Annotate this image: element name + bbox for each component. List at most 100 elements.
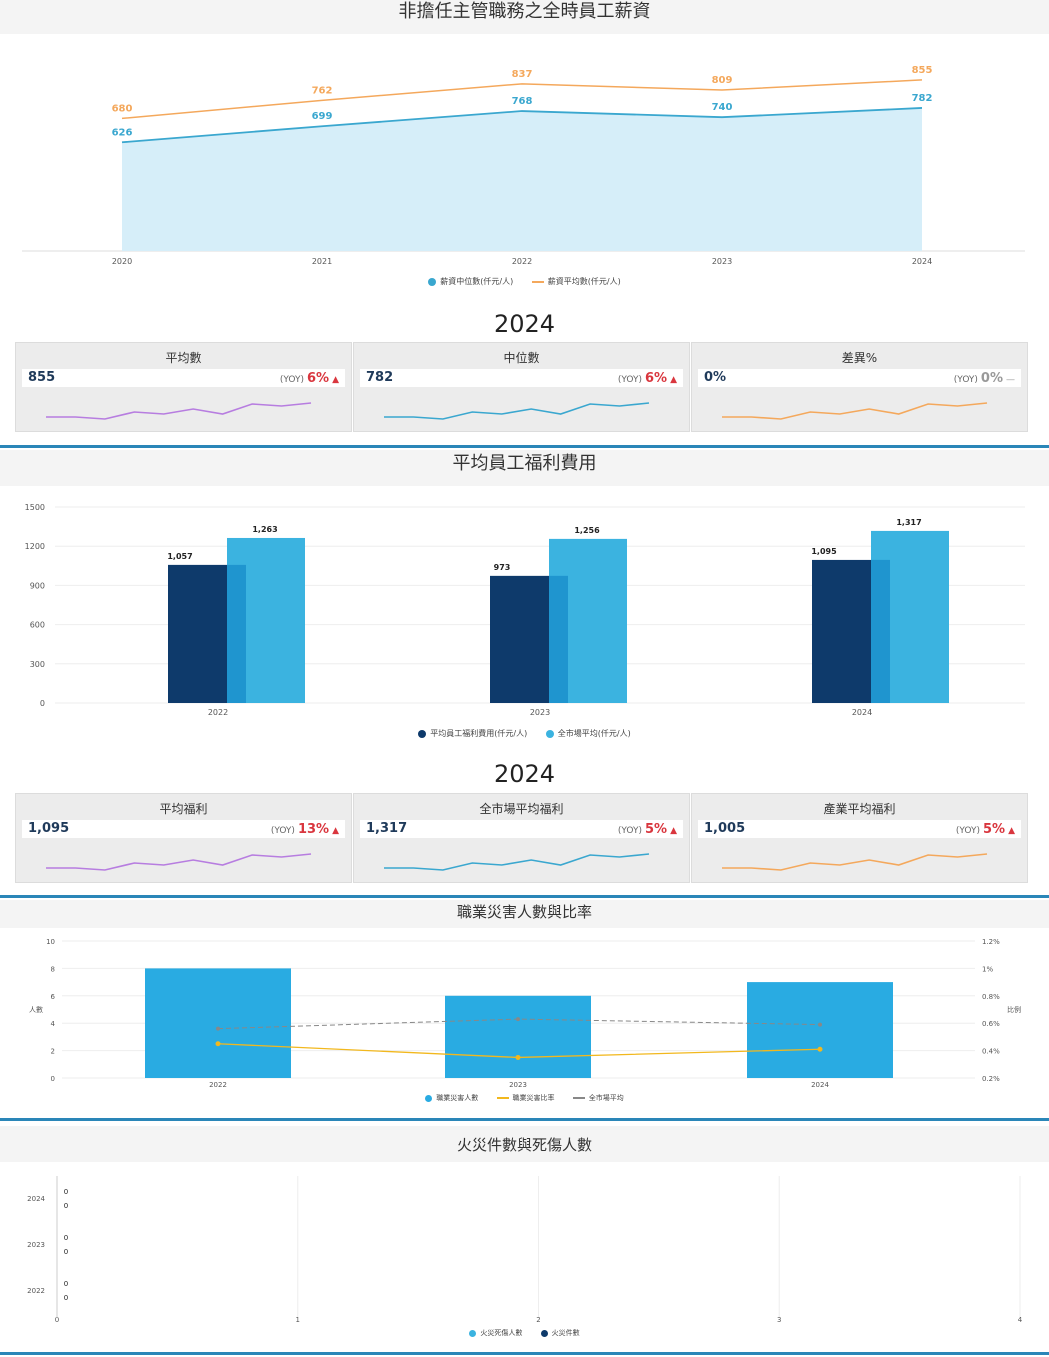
- x-tick-label: 2022: [209, 1081, 227, 1089]
- fire-bar-chart: 0 1 2 3 4 2024 0 0 2023 0 0 2022 0 0: [27, 1176, 1023, 1324]
- legend-fire-count[interactable]: 火災件數: [540, 1328, 580, 1338]
- y2-tick-label: 0.4%: [982, 1048, 1000, 1056]
- sparkline: [46, 402, 312, 420]
- x-tick-label: 2023: [712, 257, 732, 266]
- legend-injury-market[interactable]: 全市場平均: [572, 1093, 624, 1103]
- legend-injury-rate[interactable]: 職業災害比率: [496, 1093, 555, 1103]
- x-tick-label: 4: [1018, 1316, 1023, 1324]
- yoy-label: (YOY): [270, 826, 295, 836]
- welfare-bar-chart: 0 300 600 900 1200 1500 1,057 1,263 2022 973 1,256…: [25, 503, 1025, 717]
- x-tick-label: 2022: [208, 708, 228, 717]
- x-tick-label: 1: [296, 1316, 300, 1324]
- x-tick-label: 2023: [530, 708, 550, 717]
- salary-chart-title: 非擔任主管職務之全時員工薪資: [0, 0, 1049, 34]
- y2-tick-label: 1.2%: [982, 938, 1000, 946]
- legend-fire-casualties[interactable]: 火災死傷人數: [469, 1328, 522, 1338]
- legend-mean[interactable]: 薪資平均數(仟元/人): [531, 276, 621, 287]
- kpi-card-title: 產業平均福利: [823, 802, 896, 816]
- fire-casualties-label: 0: [64, 1234, 68, 1242]
- fire-chart-title: 火災件數與死傷人數: [0, 1126, 1049, 1162]
- x-tick-label: 2024: [852, 708, 872, 717]
- sparkline-path: [722, 853, 988, 871]
- section-divider: [0, 1352, 1049, 1355]
- legend-injury-count-label: 職業災害人數: [436, 1094, 479, 1102]
- welfare-data-label: 1,095: [811, 547, 837, 556]
- kpi-value-row: 1,005 (YOY) 5% ▲: [698, 820, 1021, 838]
- kpi-card: 平均福利 1,095 (YOY) 13% ▲: [15, 793, 352, 883]
- y-tick-label: 1500: [25, 503, 45, 512]
- mean-data-label: 680: [112, 103, 133, 114]
- up-triangle-icon: ▲: [1008, 826, 1015, 836]
- kpi-yoy: (YOY) 0% —: [954, 371, 1015, 386]
- kpi-card-title: 平均福利: [159, 802, 208, 816]
- market-rate-point: [216, 1026, 220, 1031]
- kpi-value: 855: [28, 370, 56, 385]
- y-tick-label: 300: [30, 660, 45, 669]
- yoy-percent: 5%: [983, 822, 1006, 837]
- market-rate-point: [516, 1017, 520, 1022]
- y2-tick-label: 0.8%: [982, 993, 1000, 1001]
- y2-tick-label: 0.2%: [982, 1075, 1000, 1083]
- kpi-card: 全市場平均福利 1,317 (YOY) 5% ▲: [353, 793, 690, 883]
- median-data-label: 699: [312, 111, 333, 122]
- y-tick-label: 6: [51, 993, 56, 1001]
- kpi-value-row: 0% (YOY) 0% —: [698, 369, 1021, 387]
- median-data-label: 740: [712, 102, 733, 113]
- kpi-value: 1,005: [704, 821, 746, 836]
- legend-mean-label: 薪資平均數(仟元/人): [547, 277, 621, 286]
- injury-combo-chart: 0 2 4 6 8 10 0.2% 0.4% 0.6% 0.8% 1% 1.2% 人數 比例 2022 202…: [29, 938, 1021, 1089]
- up-triangle-icon: ▲: [332, 826, 339, 836]
- x-tick-label: 0: [55, 1316, 59, 1324]
- injury-bar: [747, 982, 893, 1078]
- kpi-card: 差異% 0% (YOY) 0% —: [691, 342, 1028, 432]
- sparkline-path: [722, 402, 988, 420]
- y-tick-label: 900: [30, 581, 45, 590]
- kpi-card: 產業平均福利 1,005 (YOY) 5% ▲: [691, 793, 1028, 883]
- injury-chart-title: 職業災害人數與比率: [0, 900, 1049, 928]
- y-tick-label: 0: [40, 699, 45, 708]
- mean-data-label: 762: [312, 85, 333, 96]
- yoy-percent: 5%: [645, 822, 668, 837]
- kpi-value: 1,317: [366, 821, 408, 836]
- legend-median[interactable]: 薪資中位數(仟元/人): [428, 276, 513, 287]
- up-triangle-icon: ▲: [670, 826, 677, 836]
- market-data-label: 1,256: [574, 526, 600, 535]
- mean-line: [121, 79, 923, 120]
- kpi-yoy: (YOY) 13% ▲: [271, 822, 339, 837]
- legend-injury-count[interactable]: 職業災害人數: [425, 1093, 478, 1103]
- sparkline: [722, 853, 988, 871]
- legend-market-label: 全市場平均(仟元/人): [557, 729, 631, 738]
- legend-injury-market-label: 全市場平均: [588, 1094, 624, 1102]
- x-tick-label: 3: [777, 1316, 781, 1324]
- kpi-value: 0%: [704, 370, 727, 385]
- salary-area-chart: 626 699 768 740 782 680 762 837 809 855 2020 2021 20…: [22, 65, 1025, 266]
- kpi-card-title: 中位數: [503, 351, 540, 365]
- y2-tick-label: 1%: [982, 965, 993, 973]
- mean-data-label: 855: [912, 65, 933, 76]
- yoy-percent: 13%: [297, 822, 330, 837]
- legend-welfare[interactable]: 平均員工福利費用(仟元/人): [418, 728, 527, 739]
- yoy-label: (YOY): [953, 375, 978, 385]
- overlap-bar: [549, 575, 568, 703]
- sparkline: [46, 853, 312, 871]
- injury-bar: [145, 968, 291, 1078]
- x-tick-label: 2023: [509, 1081, 527, 1089]
- injury-bar: [445, 995, 591, 1078]
- market-data-label: 1,317: [896, 518, 921, 527]
- sparkline: [384, 853, 650, 871]
- kpi-yoy: (YOY) 6% ▲: [618, 371, 677, 386]
- mean-data-label: 809: [712, 75, 733, 86]
- yoy-percent: 0%: [980, 371, 1003, 386]
- market-data-label: 1,263: [252, 525, 277, 534]
- kpi-value-row: 855 (YOY) 6% ▲: [22, 369, 345, 387]
- y-tick-label: 2024: [27, 1195, 45, 1203]
- overlap-bar: [871, 559, 890, 703]
- x-tick-label: 2: [536, 1316, 540, 1324]
- welfare-data-label: 1,057: [167, 552, 192, 561]
- fire-legend: 火災死傷人數 火災件數: [0, 1328, 1049, 1338]
- median-data-label: 782: [912, 93, 933, 104]
- y-tick-label: 2022: [27, 1287, 45, 1295]
- welfare-legend: 平均員工福利費用(仟元/人) 全市場平均(仟元/人): [0, 728, 1049, 739]
- legend-market[interactable]: 全市場平均(仟元/人): [545, 728, 631, 739]
- sparkline: [722, 402, 988, 420]
